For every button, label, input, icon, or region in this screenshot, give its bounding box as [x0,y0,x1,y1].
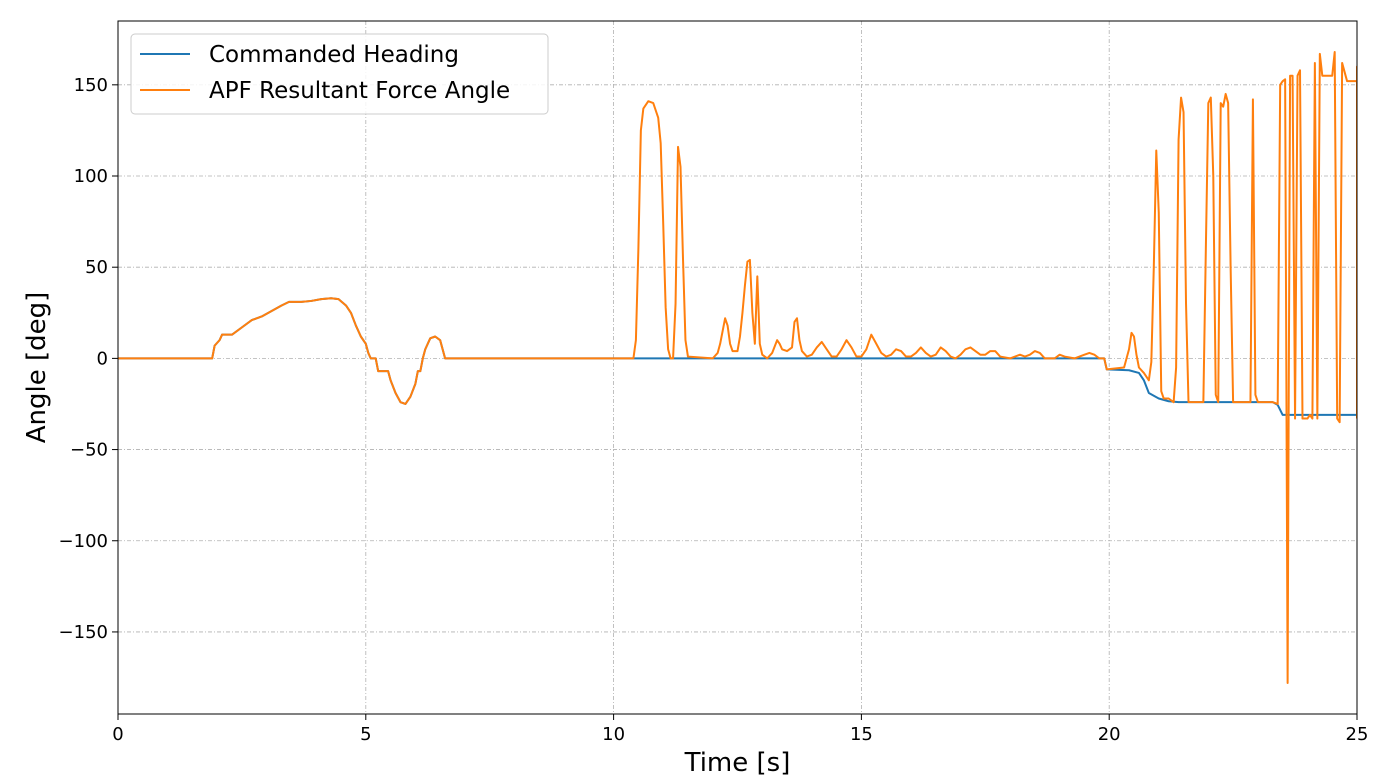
series-line-apf-resultant-force-angle [118,51,1357,684]
x-tick-label: 15 [850,724,873,745]
legend-label-commanded-heading: Commanded Heading [209,42,459,68]
x-tick-label: 5 [360,724,371,745]
legend: Commanded Heading APF Resultant Force An… [130,33,549,115]
y-tick-label: −50 [70,440,108,461]
axis-ticks: 0 5 10 15 20 25 150 100 50 0 −50 −100 −150 [59,75,1369,745]
x-tick-label: 25 [1346,724,1369,745]
legend-box [130,33,549,115]
y-tick-label: 150 [74,75,108,96]
y-tick-label: 100 [74,166,108,187]
x-tick-label: 0 [112,724,123,745]
plot-frame [117,20,1358,715]
y-tick-label: −150 [59,622,108,643]
x-tick-label: 10 [602,724,625,745]
y-tick-label: −100 [59,531,108,552]
series-lines [118,51,1357,684]
legend-label-apf-resultant-force-angle: APF Resultant Force Angle [209,78,510,104]
x-axis-label: Time [s] [684,748,791,778]
y-tick-label: 0 [97,348,108,369]
x-tick-label: 20 [1098,724,1121,745]
y-axis-label: Angle [deg] [22,292,52,444]
y-tick-label: 50 [85,257,108,278]
